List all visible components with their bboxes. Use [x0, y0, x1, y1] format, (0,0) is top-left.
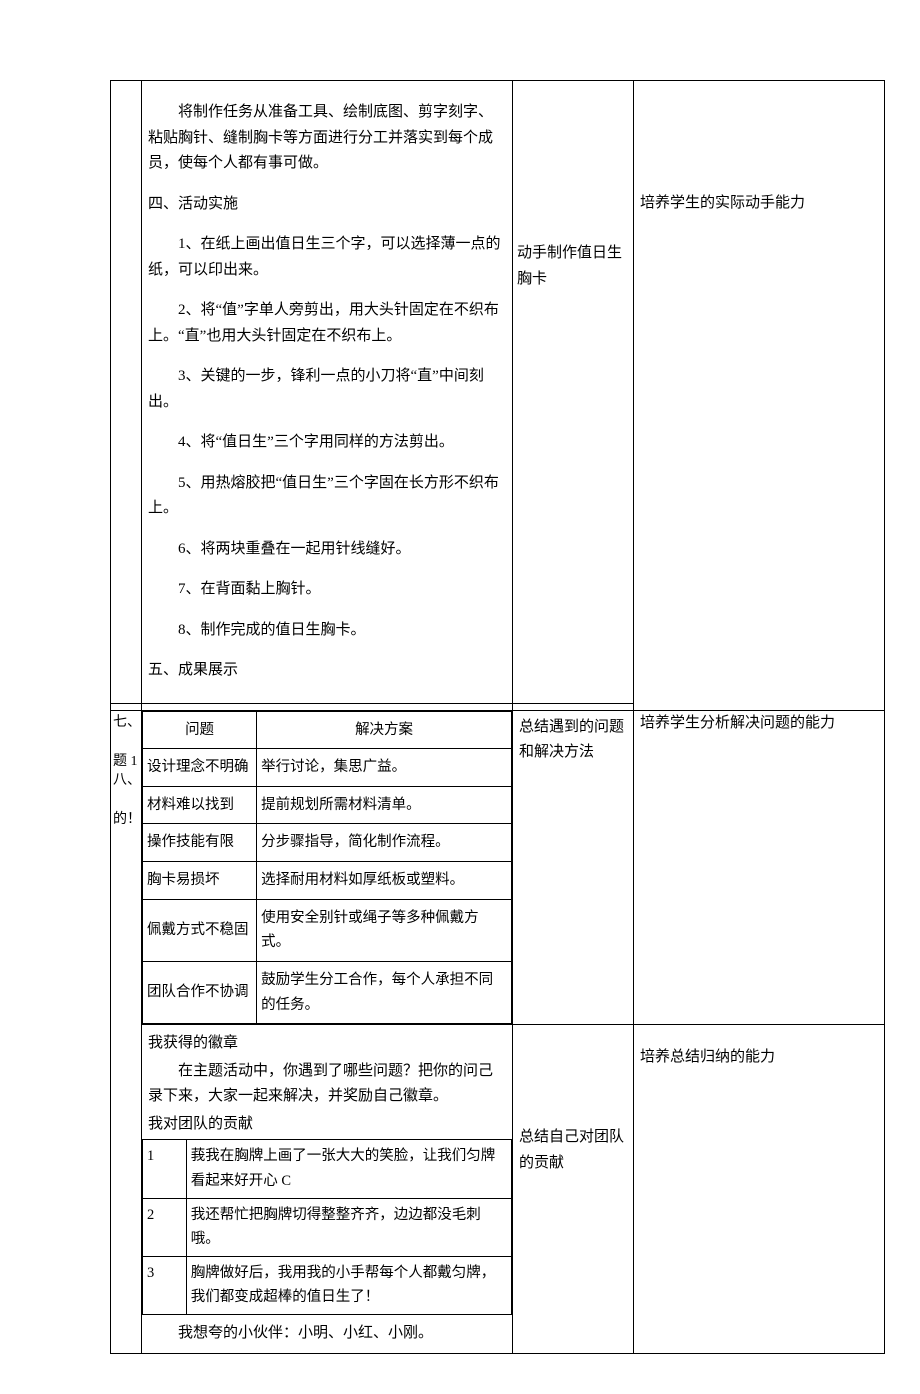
step-2: 2、将“值”字单人旁剪出，用大头针固定在不织布上。“直”也用大头针固定在不织布上…: [148, 298, 506, 349]
contrib-2-t: 胸牌做好后，我用我的小手帮每个人都戴匀牌，我们都变成超棒的值日生了！: [186, 1256, 511, 1314]
problems-header-p: 问题: [143, 711, 257, 749]
col1-section7: 七、题 1 八、的！: [111, 710, 142, 1353]
col4-problems: 培养学生分析解决问题的能力: [634, 710, 885, 1025]
problem-4-s: 使用安全别针或绳子等多种佩戴方式。: [257, 899, 512, 961]
problem-5-p: 团队合作不协调: [143, 961, 257, 1023]
spacer-c1: [111, 703, 142, 710]
row-problems: 七、题 1 八、的！ 问题 解决方案 设计理念不明确 举行讨论，集思广益。 材料…: [111, 710, 885, 1025]
contrib-title: 我对团队的贡献: [148, 1112, 506, 1138]
problem-5-s: 鼓励学生分工合作，每个人承担不同的任务。: [257, 961, 512, 1023]
col3-activity-text: 动手制作值日生胸卡: [513, 81, 633, 292]
problem-row-4: 佩戴方式不稳固 使用安全别针或绳子等多种佩戴方式。: [143, 899, 512, 961]
row-contrib: 我获得的徽章 在主题活动中，你遇到了哪些问题？把你的问己录下来，大家一起来解决，…: [111, 1025, 885, 1353]
problems-table: 问题 解决方案 设计理念不明确 举行讨论，集思广益。 材料难以找到 提前规划所需…: [142, 711, 512, 1025]
step-3: 3、关键的一步，锋利一点的小刀将“直”中间刻出。: [148, 364, 506, 415]
step-7: 7、在背面黏上胸针。: [148, 577, 506, 603]
col4-activity-text: 培养学生的实际动手能力: [634, 81, 884, 221]
badge-title: 我获得的徽章: [148, 1031, 506, 1057]
col1-empty: [111, 81, 142, 704]
contrib-row-2: 3 胸牌做好后，我用我的小手帮每个人都戴匀牌，我们都变成超棒的值日生了！: [143, 1256, 512, 1314]
contrib-1-n: 2: [143, 1198, 187, 1256]
problem-4-p: 佩戴方式不稳固: [143, 899, 257, 961]
contrib-row-1: 2 我还帮忙把胸牌切得整整齐齐，边边都没毛刺哦。: [143, 1198, 512, 1256]
contrib-table: 1 莪我在胸牌上画了一张大大的笑脸，让我们匀牌看起来好开心 C 2 我还帮忙把胸…: [142, 1139, 512, 1315]
col3-activity: 动手制作值日生胸卡: [513, 81, 634, 704]
problem-1-s: 提前规划所需材料清单。: [257, 786, 512, 824]
col3-contrib: 总结自己对团队的贡献: [513, 1025, 634, 1353]
problem-0-s: 举行讨论，集思广益。: [257, 749, 512, 787]
contrib-0-n: 1: [143, 1140, 187, 1198]
problems-header-row: 问题 解决方案: [143, 711, 512, 749]
contrib-2-n: 3: [143, 1256, 187, 1314]
contrib-1-t: 我还帮忙把胸牌切得整整齐齐，边边都没毛刺哦。: [186, 1198, 511, 1256]
badge-body: 在主题活动中，你遇到了哪些问题？把你的问己录下来，大家一起来解决，并奖励自己徽章…: [148, 1059, 506, 1110]
problem-0-p: 设计理念不明确: [143, 749, 257, 787]
problem-2-s: 分步骤指导，简化制作流程。: [257, 824, 512, 862]
intro-text: 将制作任务从准备工具、绘制底图、剪字刻字、粘贴胸针、缝制胸卡等方面进行分工并落实…: [148, 100, 506, 177]
problem-row-2: 操作技能有限 分步骤指导，简化制作流程。: [143, 824, 512, 862]
col1-section7-text: 七、题 1 八、的！: [111, 711, 141, 833]
contrib-row-0: 1 莪我在胸牌上画了一张大大的笑脸，让我们匀牌看起来好开心 C: [143, 1140, 512, 1198]
heading-5: 五、成果展示: [148, 658, 506, 684]
col2-contrib: 我获得的徽章 在主题活动中，你遇到了哪些问题？把你的问己录下来，大家一起来解决，…: [142, 1025, 513, 1353]
problem-row-3: 胸卡易损坏 选择耐用材料如厚纸板或塑料。: [143, 862, 512, 900]
problems-header-s: 解决方案: [257, 711, 512, 749]
col3-contrib-text: 总结自己对团队的贡献: [513, 1025, 633, 1180]
problem-row-0: 设计理念不明确 举行讨论，集思广益。: [143, 749, 512, 787]
col4-activity: 培养学生的实际动手能力: [634, 81, 885, 711]
spacer-c3: [513, 703, 634, 710]
step-4: 4、将“值日生”三个字用同样的方法剪出。: [148, 430, 506, 456]
spacer-c2: [142, 703, 513, 710]
col3-problems: 总结遇到的问题和解决方法: [513, 710, 634, 1025]
col4-contrib-text: 培养总结归纳的能力: [634, 1025, 884, 1075]
col4-problems-text: 培养学生分析解决问题的能力: [634, 711, 884, 741]
problem-1-p: 材料难以找到: [143, 786, 257, 824]
step-8: 8、制作完成的值日生胸卡。: [148, 618, 506, 644]
problem-2-p: 操作技能有限: [143, 824, 257, 862]
row-activity: 将制作任务从准备工具、绘制底图、剪字刻字、粘贴胸针、缝制胸卡等方面进行分工并落实…: [111, 81, 885, 704]
contrib-0-t: 莪我在胸牌上画了一张大大的笑脸，让我们匀牌看起来好开心 C: [186, 1140, 511, 1198]
heading-4: 四、活动实施: [148, 192, 506, 218]
problem-3-p: 胸卡易损坏: [143, 862, 257, 900]
col3-problems-text: 总结遇到的问题和解决方法: [513, 711, 633, 770]
col2-activity: 将制作任务从准备工具、绘制底图、剪字刻字、粘贴胸针、缝制胸卡等方面进行分工并落实…: [142, 81, 513, 704]
step-6: 6、将两块重叠在一起用针线缝好。: [148, 537, 506, 563]
praise-text: 我想夸的小伙伴：小明、小红、小刚。: [148, 1321, 506, 1347]
col4-contrib: 培养总结归纳的能力: [634, 1025, 885, 1353]
problem-row-5: 团队合作不协调 鼓励学生分工合作，每个人承担不同的任务。: [143, 961, 512, 1023]
step-1: 1、在纸上画出值日生三个字，可以选择薄一点的纸，可以印出来。: [148, 232, 506, 283]
col2-problems: 问题 解决方案 设计理念不明确 举行讨论，集思广益。 材料难以找到 提前规划所需…: [142, 710, 513, 1025]
page-root: 将制作任务从准备工具、绘制底图、剪字刻字、粘贴胸针、缝制胸卡等方面进行分工并落实…: [0, 0, 920, 1394]
problem-3-s: 选择耐用材料如厚纸板或塑料。: [257, 862, 512, 900]
main-table: 将制作任务从准备工具、绘制底图、剪字刻字、粘贴胸针、缝制胸卡等方面进行分工并落实…: [110, 80, 885, 1354]
step-5: 5、用热熔胶把“值日生”三个字固在长方形不织布上。: [148, 471, 506, 522]
problem-row-1: 材料难以找到 提前规划所需材料清单。: [143, 786, 512, 824]
